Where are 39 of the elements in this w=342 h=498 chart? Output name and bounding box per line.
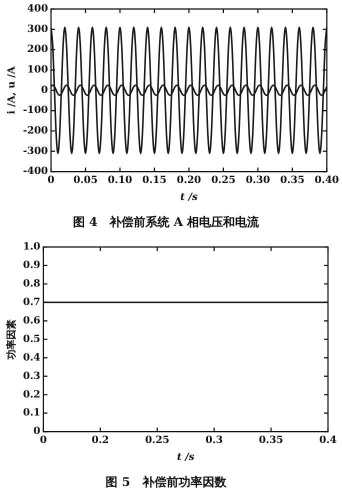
y-tick-label: 0.5 bbox=[22, 334, 40, 345]
x-tick-label: 0.2 bbox=[92, 435, 110, 446]
x-tick-label: 0.40 bbox=[314, 175, 340, 186]
y-tick-label: 0.6 bbox=[22, 315, 40, 326]
y-tick-label: -300 bbox=[22, 146, 48, 157]
x-tick-label: 0.35 bbox=[280, 175, 305, 186]
y-tick-label: 0.2 bbox=[22, 389, 40, 400]
y-tick-label: 100 bbox=[27, 64, 48, 76]
x-tick-label: 0.30 bbox=[246, 175, 270, 186]
y-tick-label: 0 bbox=[41, 84, 48, 96]
text: 图 5 补偿前功率因数 bbox=[106, 474, 228, 489]
x-tick-label: 0.25 bbox=[211, 175, 236, 186]
y-tick-label: 0.9 bbox=[22, 260, 40, 272]
x-tick-label: 0.10 bbox=[108, 175, 132, 186]
x-tick-label: 0.35 bbox=[258, 435, 284, 446]
y-tick-label: 0.8 bbox=[22, 278, 40, 290]
x-tick-label: 0.15 bbox=[142, 175, 167, 186]
y-tick-label: 0.4 bbox=[22, 352, 40, 364]
y-tick-label: -100 bbox=[22, 105, 48, 116]
y-tick-label: 200 bbox=[27, 44, 48, 56]
y-tick-label: 400 bbox=[27, 4, 48, 15]
y-tick-label: 1.0 bbox=[22, 242, 40, 253]
x-tick-label: 0.3 bbox=[205, 435, 223, 446]
y-tick-label: 0.1 bbox=[22, 408, 40, 419]
x-tick-label: 0.4 bbox=[319, 435, 337, 446]
x-tick-label: 0.20 bbox=[176, 175, 202, 186]
text: 图 4 补偿前系统 A 相电压和电流 bbox=[72, 214, 260, 229]
y-tick-label: 300 bbox=[27, 24, 48, 35]
y-tick-label: 0 bbox=[33, 426, 40, 438]
y-tick-label: 0.3 bbox=[22, 370, 40, 382]
y-tick-label: 0.7 bbox=[22, 296, 40, 308]
x-axis-title: t /s bbox=[180, 192, 198, 204]
x-tick-label: 0.05 bbox=[73, 175, 98, 186]
x-axis-title: t /s bbox=[177, 452, 195, 464]
y-tick-label: -200 bbox=[22, 126, 48, 137]
y-axis-title: i /A, u /A bbox=[6, 66, 18, 114]
y-axis-title: 功率因素 bbox=[6, 319, 18, 360]
x-tick-label: 0.25 bbox=[145, 435, 170, 446]
y-tick-label: -400 bbox=[22, 166, 48, 178]
